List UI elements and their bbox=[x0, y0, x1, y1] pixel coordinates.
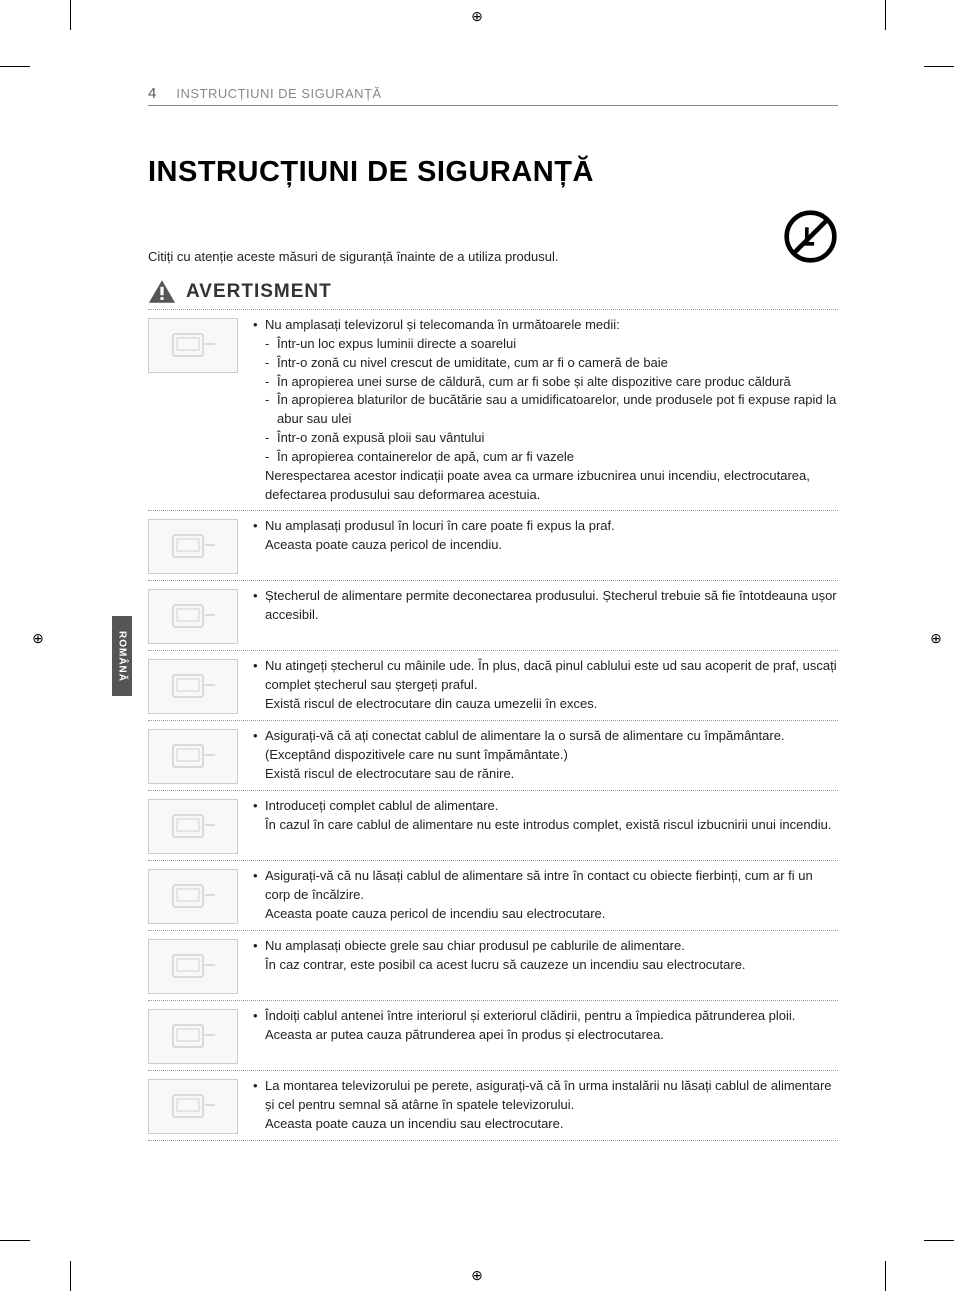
warning-row: Asigurați-vă că ați conectat cablul de a… bbox=[148, 721, 838, 791]
warning-text: Nu amplasați televizorul și telecomanda … bbox=[250, 316, 838, 504]
warning-row: Nu amplasați produsul în locuri în care … bbox=[148, 511, 838, 581]
page-number: 4 bbox=[148, 85, 156, 102]
warning-text: Ștecherul de alimentare permite deconect… bbox=[250, 587, 838, 644]
warning-row: Îndoiți cablul antenei între interiorul … bbox=[148, 1001, 838, 1071]
warning-text: Asigurați-vă că ați conectat cablul de a… bbox=[250, 727, 838, 784]
registration-mark-icon: ⊕ bbox=[469, 1267, 485, 1283]
registration-mark-icon: ⊕ bbox=[30, 630, 46, 646]
warning-bullet: Asigurați-vă că ați conectat cablul de a… bbox=[250, 727, 838, 765]
grounded-icon bbox=[148, 729, 238, 784]
warning-text: Nu amplasați produsul în locuri în care … bbox=[250, 517, 838, 574]
wet-hands-icon bbox=[148, 659, 238, 714]
registration-mark-icon: ⊕ bbox=[928, 630, 944, 646]
warning-note: Aceasta poate cauza un incendiu sau elec… bbox=[250, 1115, 838, 1134]
warning-sub-item: În apropierea unei surse de căldură, cum… bbox=[265, 373, 838, 392]
wall-mount-icon bbox=[148, 1079, 238, 1134]
warning-row: Asigurați-vă că nu lăsați cablul de alim… bbox=[148, 861, 838, 931]
plug-accessible-icon bbox=[148, 589, 238, 644]
warning-triangle-icon bbox=[148, 279, 176, 304]
warning-bullet: La montarea televizorului pe perete, asi… bbox=[250, 1077, 838, 1115]
warning-row: Ștecherul de alimentare permite deconect… bbox=[148, 581, 838, 651]
language-side-tab: ROMÂNĂ bbox=[112, 616, 132, 696]
warning-bullet: Introduceți complet cablul de alimentare… bbox=[250, 797, 838, 816]
warning-sub-item: În apropierea containerelor de apă, cum … bbox=[265, 448, 838, 467]
warning-note: Există riscul de electrocutare din cauza… bbox=[250, 695, 838, 714]
crop-mark bbox=[0, 66, 30, 67]
crop-mark bbox=[70, 1261, 71, 1291]
warning-row: Nu amplasați obiecte grele sau chiar pro… bbox=[148, 931, 838, 1001]
warning-heading: AVERTISMENT bbox=[186, 281, 332, 303]
warning-bullet: Nu atingeți ștecherul cu mâinile ude. În… bbox=[250, 657, 838, 695]
page-header: 4 INSTRUCȚIUNI DE SIGURANȚĂ bbox=[148, 85, 838, 106]
warning-note: Există riscul de electrocutare sau de ră… bbox=[250, 765, 838, 784]
heavy-on-cable-icon bbox=[148, 939, 238, 994]
heat-cable-icon bbox=[148, 869, 238, 924]
warning-heading-row: AVERTISMENT bbox=[148, 279, 838, 310]
warning-text: La montarea televizorului pe perete, asi… bbox=[250, 1077, 838, 1134]
warning-sub-item: Într-o zonă cu nivel crescut de umiditat… bbox=[265, 354, 838, 373]
language-tab-label: ROMÂNĂ bbox=[117, 631, 128, 682]
antenna-bend-icon bbox=[148, 1009, 238, 1064]
warning-note: Nerespectarea acestor indicații poate av… bbox=[250, 467, 838, 505]
warning-note: Aceasta poate cauza pericol de incendiu … bbox=[250, 905, 838, 924]
insert-fully-icon bbox=[148, 799, 238, 854]
crop-mark bbox=[70, 0, 71, 30]
warning-sub-item: Într-un loc expus luminii directe a soar… bbox=[265, 335, 838, 354]
crop-mark bbox=[885, 0, 886, 30]
warning-text: Nu amplasați obiecte grele sau chiar pro… bbox=[250, 937, 838, 994]
tv-environments-icon bbox=[148, 318, 238, 373]
crop-mark bbox=[885, 1261, 886, 1291]
warning-text: Îndoiți cablul antenei între interiorul … bbox=[250, 1007, 838, 1064]
page-content: 4 INSTRUCȚIUNI DE SIGURANȚĂ INSTRUCȚIUNI… bbox=[148, 85, 838, 1141]
warning-text: Nu atingeți ștecherul cu mâinile ude. În… bbox=[250, 657, 838, 714]
warning-note: În caz contrar, este posibil ca acest lu… bbox=[250, 956, 838, 975]
prohibit-disassembly-icon bbox=[783, 209, 838, 264]
warning-row: La montarea televizorului pe perete, asi… bbox=[148, 1071, 838, 1141]
warnings-list: Nu amplasați televizorul și telecomanda … bbox=[148, 310, 838, 1141]
dust-icon bbox=[148, 519, 238, 574]
main-title: INSTRUCȚIUNI DE SIGURANȚĂ bbox=[148, 156, 838, 189]
warning-note: În cazul în care cablul de alimentare nu… bbox=[250, 816, 838, 835]
warning-bullet: Nu amplasați produsul în locuri în care … bbox=[250, 517, 838, 536]
registration-mark-icon: ⊕ bbox=[469, 8, 485, 24]
warning-bullet: Nu amplasați obiecte grele sau chiar pro… bbox=[250, 937, 838, 956]
header-section-title: INSTRUCȚIUNI DE SIGURANȚĂ bbox=[176, 86, 381, 101]
warning-row: Nu atingeți ștecherul cu mâinile ude. În… bbox=[148, 651, 838, 721]
intro-row: Citiți cu atenție aceste măsuri de sigur… bbox=[148, 209, 838, 264]
warning-note: Aceasta poate cauza pericol de incendiu. bbox=[250, 536, 838, 555]
warning-row: Nu amplasați televizorul și telecomanda … bbox=[148, 310, 838, 511]
warning-bullet: Îndoiți cablul antenei între interiorul … bbox=[250, 1007, 838, 1026]
warning-bullet: Nu amplasați televizorul și telecomanda … bbox=[250, 316, 838, 467]
warning-text: Introduceți complet cablul de alimentare… bbox=[250, 797, 838, 854]
intro-text: Citiți cu atenție aceste măsuri de sigur… bbox=[148, 249, 558, 264]
crop-mark bbox=[924, 66, 954, 67]
warning-sub-item: Într-o zonă expusă ploii sau vântului bbox=[265, 429, 838, 448]
warning-bullet: Asigurați-vă că nu lăsați cablul de alim… bbox=[250, 867, 838, 905]
warning-row: Introduceți complet cablul de alimentare… bbox=[148, 791, 838, 861]
crop-mark bbox=[924, 1240, 954, 1241]
warning-text: Asigurați-vă că nu lăsați cablul de alim… bbox=[250, 867, 838, 924]
warning-bullet: Ștecherul de alimentare permite deconect… bbox=[250, 587, 838, 625]
warning-sub-item: În apropierea blaturilor de bucătărie sa… bbox=[265, 391, 838, 429]
warning-note: Aceasta ar putea cauza pătrunderea apei … bbox=[250, 1026, 838, 1045]
crop-mark bbox=[0, 1240, 30, 1241]
